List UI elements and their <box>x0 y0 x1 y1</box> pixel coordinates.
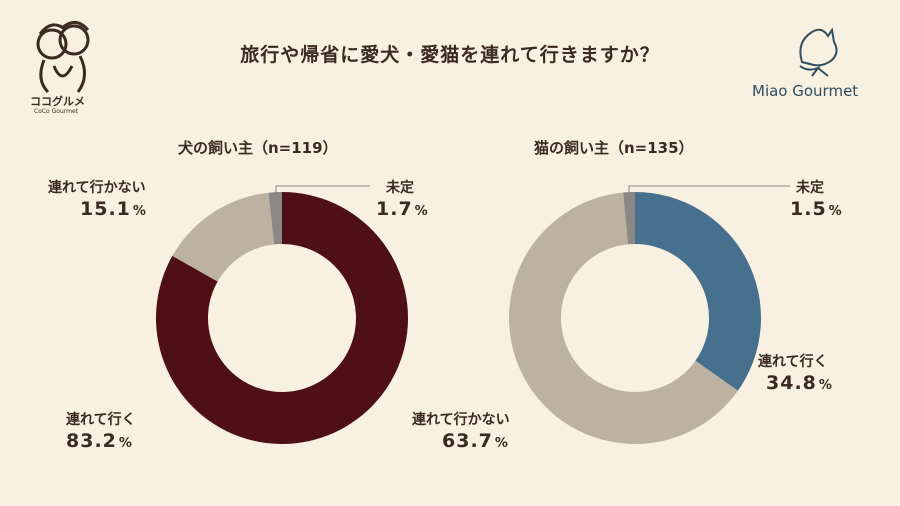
cat-chart-title: 猫の飼い主（n=135） <box>534 139 694 157</box>
dog-take-slice <box>156 192 408 445</box>
dog-chart-title: 犬の飼い主（n=119） <box>178 139 338 157</box>
cat-not-take-label: 連れて行かない 63.7% <box>412 412 510 453</box>
logo-left-sub: CoCo Gourmet <box>34 108 79 115</box>
cat-take-value: 34.8% <box>766 371 833 394</box>
miao-gourmet-cat-icon <box>799 27 838 77</box>
dog-undecided-value: 1.7% <box>376 197 429 220</box>
logo-left-name: ココグルメ <box>30 95 85 108</box>
logo-right-name: Miao Gourmet <box>752 82 859 100</box>
cat-not-take-name: 連れて行かない <box>412 412 510 428</box>
dog-undecided-leader <box>275 185 370 198</box>
coco-gourmet-logo <box>36 21 90 94</box>
cat-take-label: 連れて行く 34.8% <box>758 354 833 395</box>
dog-take-value: 83.2% <box>66 429 133 452</box>
cat-undecided-leader <box>628 185 790 198</box>
dog-donut <box>156 192 408 445</box>
cat-undecided-value: 1.5% <box>790 197 843 220</box>
dog-take-label: 連れて行く 83.2% <box>66 412 136 453</box>
dog-not-take-value: 15.1% <box>80 197 147 220</box>
page-title: 旅行や帰省に愛犬・愛猫を連れて行きますか？ <box>240 44 660 66</box>
dog-not-take-name: 連れて行かない <box>48 180 146 196</box>
cat-not-take-value: 63.7% <box>442 429 509 452</box>
dog-undecided-name: 未定 <box>386 180 414 196</box>
dog-undecided-label: 未定 1.7% <box>376 180 429 221</box>
cat-not-take-slice <box>509 192 738 444</box>
dog-take-name: 連れて行く <box>66 412 136 428</box>
leader-lines <box>275 185 790 198</box>
cat-undecided-label: 未定 1.5% <box>790 180 843 221</box>
dog-undecided-slice <box>268 192 282 245</box>
dog-not-take-slice <box>172 192 275 282</box>
cat-undecided-name: 未定 <box>796 180 824 196</box>
cat-take-slice <box>635 192 762 391</box>
cat-undecided-slice <box>623 192 635 245</box>
cat-donut <box>509 192 762 444</box>
cat-take-name: 連れて行く <box>758 354 828 370</box>
dog-not-take-label: 連れて行かない 15.1% <box>48 180 147 221</box>
